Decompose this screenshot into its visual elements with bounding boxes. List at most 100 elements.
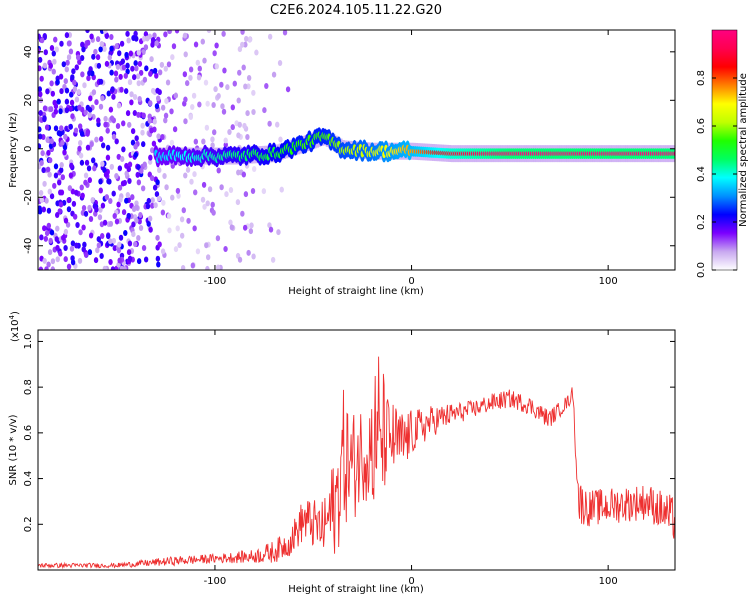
spectrogram-noise-speck [62,149,67,156]
spectrogram-noise-speck [38,110,43,117]
spectrogram-noise-speck [155,95,161,102]
spectrogram-noise-speck [202,57,207,64]
spectrogram-noise-speck [125,68,130,75]
spectrogram-noise-speck [142,161,147,168]
spectrogram-noise-speck [87,204,92,211]
spectrogram-noise-speck [95,36,101,43]
spectrogram-noise-speck [147,117,152,124]
spectrogram-noise-speck [109,69,114,76]
spectrogram-noise-speck [96,242,102,249]
spectrogram-noise-speck [130,194,135,201]
spectrogram-noise-speck [85,30,90,34]
spectrogram-noise-speck [203,79,209,86]
spectrogram-noise-speck [42,32,47,39]
spectrogram-noise-speck [185,166,191,173]
spectrogram-noise-speck [63,228,69,235]
spectrogram-noise-speck [103,171,109,178]
spectrogram-noise-speck [216,93,221,100]
spectrogram-noise-speck [148,154,153,161]
spectrogram-noise-speck [117,165,123,172]
spectrogram-noise-speck [74,64,79,71]
spectrogram-noise-speck [164,184,169,191]
spectrogram-noise-speck [191,92,197,99]
spectrogram-noise-speck [94,136,99,143]
spectrogram-noise-speck [235,199,241,206]
spectrogram-noise-speck [167,30,172,35]
spectrogram-noise-speck [157,167,162,174]
spectrogram-noise-speck [214,42,219,49]
spectrogram-noise-speck [41,206,47,213]
y-tick-label: 40 [23,45,34,58]
spectrogram-noise-speck [251,166,257,173]
spectrogram-noise-speck [53,172,59,179]
spectrogram-noise-speck [240,41,245,48]
spectrogram-noise-speck [95,247,100,254]
spectrogram-noise-speck [141,141,146,148]
spectrogram-noise-speck [44,266,49,270]
spectrogram-noise-speck [246,249,251,256]
spectrogram-noise-speck [285,86,291,93]
spectrogram-noise-speck [59,125,64,132]
spectrogram-noise-speck [148,100,153,107]
spectrogram-noise-speck [148,70,153,77]
spectrogram-noise-speck [71,68,76,75]
spectrogram-noise-speck [173,92,179,99]
spectrogram-noise-speck [155,87,160,94]
spectrogram-noise-speck [248,228,254,235]
spectrogram-noise-speck [99,41,104,48]
spectrogram-noise-speck [223,245,228,252]
spectrogram-noise-speck [121,64,127,71]
spectrogram-noise-speck [165,79,171,86]
snr-scale-label: (x104) [8,311,21,342]
spectrogram-noise-speck [212,50,217,57]
spectrogram-noise-speck [240,30,245,35]
spectrogram-noise-speck [83,172,89,179]
spectrogram-noise-speck [53,163,59,170]
spectrogram-noise-speck [264,83,269,90]
spectrogram-noise-speck [90,197,95,204]
spectrogram-noise-speck [163,65,168,72]
spectrogram-noise-speck [204,242,209,249]
spectrogram-noise-speck [89,141,94,148]
spectrogram-noise-speck [53,108,59,115]
spectrogram-noise-speck [227,129,232,136]
spectrogram-noise-speck [182,71,188,78]
spectrogram-noise-speck [63,244,68,251]
spectrogram-noise-speck [74,189,79,196]
spectrogram-noise-speck [132,110,138,117]
spectrogram-noise-speck [146,197,151,204]
spectrogram-noise-speck [204,124,210,131]
spectrogram-noise-speck [110,266,116,270]
spectrogram-noise-speck [70,113,75,120]
spectrogram-noise-speck [279,186,284,193]
spectrogram-noise-speck [195,59,201,66]
x-tick-label: 100 [599,576,618,587]
spectrogram-noise-speck [38,86,43,93]
spectrogram-noise-speck [105,144,111,151]
spectrogram-noise-speck [102,46,107,53]
spectrogram-noise-speck [106,233,111,240]
spectrogram-noise-speck [262,107,267,114]
spectrogram-noise-speck [240,210,245,217]
spectrogram-noise-speck [106,90,111,97]
spectrogram-noise-speck [125,192,131,199]
spectrogram-noise-speck [89,33,94,40]
spectrogram-noise-speck [236,97,241,104]
spectrogram-noise-speck [210,201,215,208]
spectrogram-frame [37,29,676,271]
spectrogram-noise-speck [91,53,96,60]
spectrogram-noise-speck [93,257,99,264]
spectrogram-noise-speck [243,83,248,90]
y-tick-label: 20 [23,94,34,107]
snr-y-ticks: 0.2 0.4 0.6 0.8 1.0 [23,333,675,532]
spectrogram-noise-speck [216,167,221,174]
spectrogram-noise-speck [134,135,139,142]
spectrogram-noise-speck [79,184,84,191]
spectrogram-noise-speck [147,158,153,165]
spectrogram-noise-speck [207,186,213,193]
spectrogram-x-ticks: -100 0 100 [204,30,618,287]
snr-panel: -100 0 100 0.2 0.4 0.6 0.8 1.0 Height of strai… [8,311,676,595]
spectrogram-noise-speck [150,197,155,204]
spectrogram-noise-speck [40,150,45,157]
